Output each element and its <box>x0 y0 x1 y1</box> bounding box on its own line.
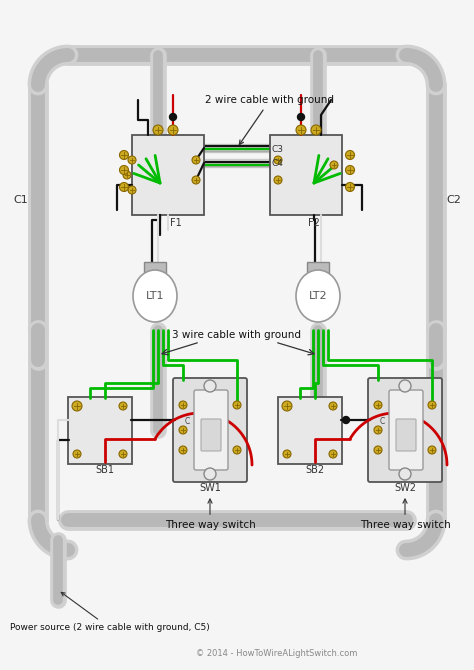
Circle shape <box>399 380 411 392</box>
Text: SB2: SB2 <box>305 465 325 475</box>
Circle shape <box>374 446 382 454</box>
Circle shape <box>343 417 349 423</box>
FancyBboxPatch shape <box>201 419 221 451</box>
Circle shape <box>128 186 136 194</box>
Text: C: C <box>379 417 384 427</box>
Circle shape <box>72 401 82 411</box>
Text: C2: C2 <box>446 195 461 205</box>
Circle shape <box>346 151 355 159</box>
Circle shape <box>119 182 128 192</box>
Text: SW1: SW1 <box>199 483 221 493</box>
Circle shape <box>346 165 355 174</box>
Circle shape <box>119 151 128 159</box>
Circle shape <box>179 446 187 454</box>
Text: C: C <box>184 417 190 427</box>
Circle shape <box>274 156 282 164</box>
Text: SB1: SB1 <box>95 465 115 475</box>
FancyBboxPatch shape <box>68 397 132 464</box>
Circle shape <box>128 156 136 164</box>
Text: C4: C4 <box>272 159 284 168</box>
Circle shape <box>329 402 337 410</box>
Text: SW2: SW2 <box>394 483 416 493</box>
Circle shape <box>346 182 355 192</box>
FancyBboxPatch shape <box>144 262 166 278</box>
Text: 2 wire cable with ground: 2 wire cable with ground <box>206 95 335 145</box>
Ellipse shape <box>296 270 340 322</box>
Circle shape <box>123 171 131 179</box>
Circle shape <box>192 176 200 184</box>
Circle shape <box>204 468 216 480</box>
Circle shape <box>233 446 241 454</box>
Circle shape <box>179 401 187 409</box>
Circle shape <box>329 450 337 458</box>
FancyBboxPatch shape <box>368 378 442 482</box>
Circle shape <box>330 161 338 169</box>
Text: F2: F2 <box>308 218 320 228</box>
Circle shape <box>73 450 81 458</box>
FancyBboxPatch shape <box>278 397 342 464</box>
Circle shape <box>296 125 306 135</box>
FancyBboxPatch shape <box>270 135 342 215</box>
Text: C1: C1 <box>13 195 28 205</box>
Circle shape <box>233 401 241 409</box>
Text: © 2014 - HowToWireALightSwitch.com: © 2014 - HowToWireALightSwitch.com <box>196 649 358 658</box>
Circle shape <box>282 401 292 411</box>
FancyBboxPatch shape <box>396 419 416 451</box>
Circle shape <box>168 125 178 135</box>
Circle shape <box>428 446 436 454</box>
Circle shape <box>179 426 187 434</box>
Circle shape <box>298 113 304 121</box>
Text: C3: C3 <box>272 145 284 153</box>
Circle shape <box>399 468 411 480</box>
Circle shape <box>119 450 127 458</box>
Text: Three way switch: Three way switch <box>360 499 450 530</box>
Circle shape <box>283 450 291 458</box>
Circle shape <box>428 401 436 409</box>
FancyBboxPatch shape <box>389 390 423 470</box>
FancyBboxPatch shape <box>132 135 204 215</box>
Circle shape <box>374 426 382 434</box>
Circle shape <box>192 156 200 164</box>
Circle shape <box>311 125 321 135</box>
Text: Three way switch: Three way switch <box>164 499 255 530</box>
Ellipse shape <box>133 270 177 322</box>
Text: LT1: LT1 <box>146 291 164 301</box>
Circle shape <box>153 125 163 135</box>
Circle shape <box>119 165 128 174</box>
Text: F1: F1 <box>170 218 182 228</box>
Text: LT2: LT2 <box>309 291 328 301</box>
Circle shape <box>119 402 127 410</box>
Text: Power source (2 wire cable with ground, C5): Power source (2 wire cable with ground, … <box>10 592 210 632</box>
Text: 3 wire cable with ground: 3 wire cable with ground <box>173 330 301 340</box>
FancyBboxPatch shape <box>307 262 329 278</box>
Circle shape <box>170 113 176 121</box>
FancyBboxPatch shape <box>194 390 228 470</box>
FancyBboxPatch shape <box>173 378 247 482</box>
Circle shape <box>274 176 282 184</box>
Circle shape <box>204 380 216 392</box>
Circle shape <box>374 401 382 409</box>
